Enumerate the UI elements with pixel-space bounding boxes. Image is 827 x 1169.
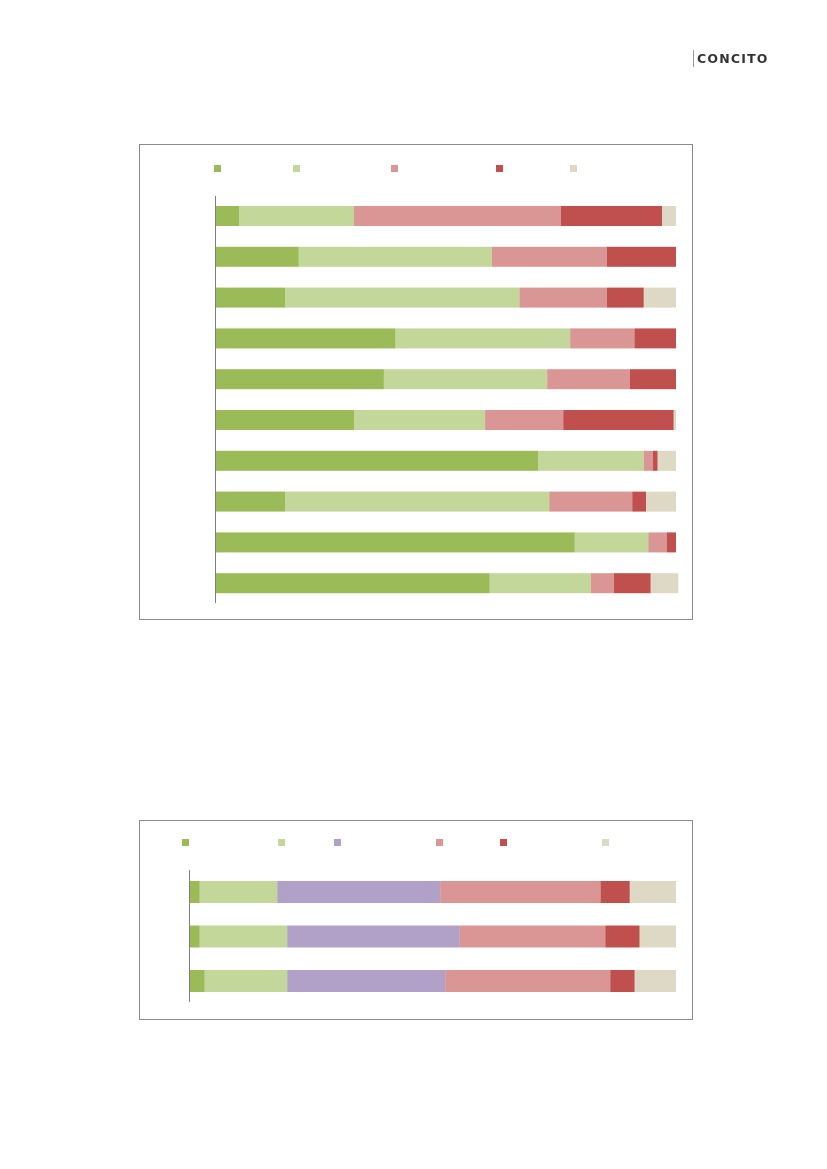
- chart-1-bar-9-segment-4: [666, 532, 676, 553]
- chart-1-bar-6-segment-3: [485, 410, 564, 430]
- chart-1-bar-2-segment-2: [298, 246, 492, 267]
- chart-1-bar-7-segment-2: [538, 450, 644, 471]
- chart-1-bar-5-segment-1: [216, 369, 384, 390]
- chart-1-bar-6-segment-1: [216, 410, 354, 430]
- brand-name: CONCITO: [697, 50, 769, 66]
- chart-2-bar-3-segment-5: [610, 970, 635, 992]
- chart-2-legend-swatch-6: [602, 839, 609, 846]
- chart-1-bar-9-segment-3: [648, 532, 667, 553]
- brand-logo: CONCITO: [693, 49, 769, 67]
- chart-1-bar-1-segment-4: [561, 206, 663, 226]
- chart-2-frame: [139, 820, 693, 1020]
- chart-1-bar-6-segment-5: [673, 410, 676, 430]
- chart-2-legend-swatch-1: [182, 839, 189, 846]
- chart-1-bar-3-segment-3: [519, 287, 607, 308]
- chart-1-legend-swatch-1: [214, 165, 221, 172]
- chart-1-bar-1-segment-1: [216, 206, 239, 226]
- chart-2-legend-swatch-5: [500, 839, 507, 846]
- chart-1: [214, 165, 679, 603]
- chart-1-bar-2-segment-3: [492, 246, 607, 267]
- chart-1-bar-1-segment-2: [239, 206, 354, 226]
- chart-1-bar-3-segment-5: [643, 287, 676, 308]
- chart-1-bar-10-segment-2: [489, 573, 591, 594]
- chart-2-bar-2-segment-6: [639, 925, 676, 948]
- chart-1-bar-4-segment-2: [395, 328, 571, 349]
- chart-1-bar-9-segment-2: [574, 532, 649, 553]
- chart-2-bar-3-segment-2: [204, 970, 288, 992]
- chart-1-bar-1-segment-5: [662, 206, 676, 226]
- chart-1-bar-4-segment-4: [634, 328, 676, 349]
- chart-2-bar-2-segment-3: [287, 925, 460, 948]
- chart-2-bar-1-segment-3: [277, 881, 441, 903]
- chart-1-bar-10-segment-4: [613, 573, 651, 594]
- chart-2-bar-1-segment-5: [600, 881, 630, 903]
- chart-1-bar-10-segment-5: [650, 573, 679, 594]
- chart-1-legend-swatch-4: [496, 165, 503, 172]
- chart-1-bar-3-segment-1: [216, 287, 285, 308]
- chart-2-bar-3-segment-4: [445, 970, 611, 992]
- chart-2-bar-2-segment-2: [199, 925, 288, 948]
- brand-divider: [693, 49, 694, 67]
- chart-2-bar-1-segment-1: [190, 881, 200, 903]
- chart-2-bar-3-segment-3: [287, 970, 446, 992]
- chart-1-bar-7-segment-3: [643, 450, 653, 471]
- chart-2-legend-swatch-4: [436, 839, 443, 846]
- chart-1-bar-3-segment-4: [607, 287, 644, 308]
- chart-1-legend-swatch-5: [570, 165, 577, 172]
- chart-1-bar-1-segment-3: [354, 206, 561, 226]
- chart-1-bar-5-segment-3: [547, 369, 630, 390]
- chart-2-bar-2-segment-4: [459, 925, 606, 948]
- chart-1-bar-7-segment-5: [657, 450, 676, 471]
- chart-1-bar-9-segment-1: [216, 532, 575, 553]
- chart-1-bar-8-segment-1: [216, 491, 285, 512]
- chart-1-bar-7-segment-1: [216, 450, 538, 471]
- chart-2-bar-1-segment-4: [440, 881, 601, 903]
- chart-1-bar-7-segment-4: [653, 450, 658, 471]
- chart-1-bar-4-segment-3: [570, 328, 635, 349]
- chart-2-bar-2-segment-5: [605, 925, 640, 948]
- chart-1-bar-3-segment-2: [285, 287, 520, 308]
- chart-1-bar-5-segment-2: [383, 369, 548, 390]
- chart-1-bar-2-segment-1: [216, 246, 299, 267]
- chart-1-legend-swatch-3: [391, 165, 398, 172]
- chart-2-bar-2-segment-1: [190, 925, 200, 948]
- chart-2-bar-1-segment-6: [629, 881, 676, 903]
- chart-1-bar-8-segment-5: [646, 491, 676, 512]
- chart-1-bar-4-segment-1: [216, 328, 396, 349]
- chart-1-bar-6-segment-4: [563, 410, 674, 430]
- chart-1-bar-10-segment-3: [590, 573, 614, 594]
- chart-1-bar-6-segment-2: [354, 410, 486, 430]
- chart-2-bar-1-segment-2: [199, 881, 278, 903]
- chart-1-bar-5-segment-4: [630, 369, 676, 390]
- chart-2-legend-swatch-2: [278, 839, 285, 846]
- chart-1-frame: [139, 144, 693, 620]
- chart-2-bar-3-segment-1: [190, 970, 205, 992]
- chart-1-bar-8-segment-4: [632, 491, 647, 512]
- chart-1-bar-8-segment-3: [549, 491, 633, 512]
- chart-2-bar-3-segment-6: [634, 970, 676, 992]
- chart-2-legend-swatch-3: [334, 839, 341, 846]
- chart-2: [182, 839, 676, 1002]
- chart-1-legend-swatch-2: [293, 165, 300, 172]
- chart-1-bar-2-segment-4: [607, 246, 676, 267]
- chart-1-bar-10-segment-1: [216, 573, 490, 594]
- chart-1-bar-8-segment-2: [285, 491, 550, 512]
